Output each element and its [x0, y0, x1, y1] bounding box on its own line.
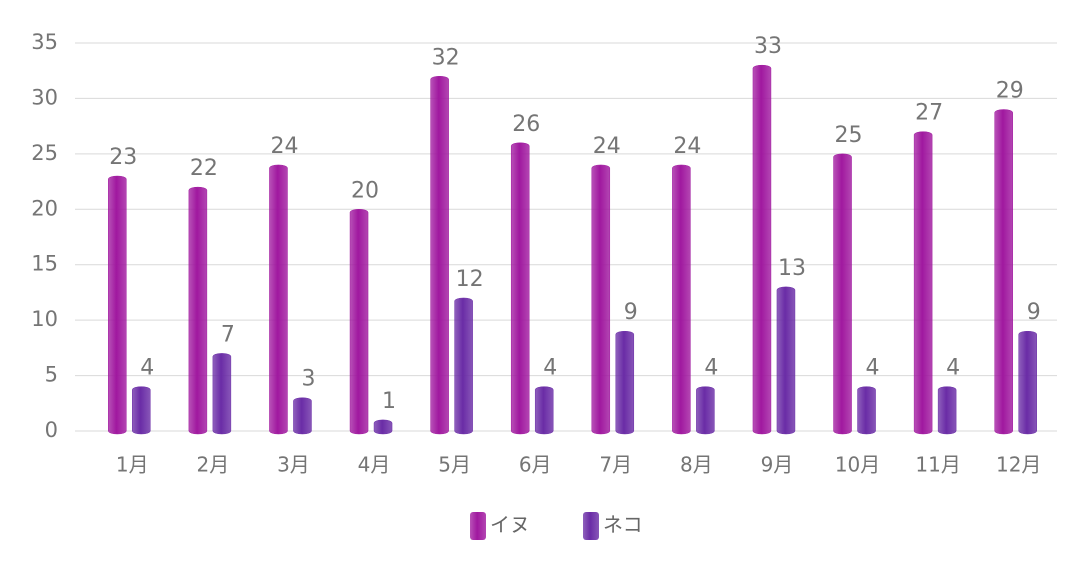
- bar: [132, 386, 151, 435]
- bar: [994, 109, 1013, 435]
- bar: [534, 386, 554, 435]
- x-tick-label: 1月: [116, 453, 149, 477]
- data-label: 24: [270, 134, 298, 159]
- y-tick-label: 25: [31, 141, 58, 165]
- y-tick-label: 0: [45, 418, 58, 442]
- data-label: 24: [593, 134, 621, 159]
- y-tick-label: 20: [31, 196, 58, 220]
- data-label: 24: [673, 134, 701, 159]
- data-label: 9: [1027, 300, 1041, 325]
- data-label: 3: [301, 367, 315, 392]
- bar: [430, 76, 449, 435]
- y-tick-label: 15: [31, 252, 58, 276]
- data-label: 32: [432, 45, 460, 70]
- y-tick-label: 35: [31, 30, 58, 54]
- x-tick-label: 2月: [197, 453, 230, 477]
- bar: [454, 297, 473, 435]
- bar: [269, 164, 288, 435]
- x-tick-label: 3月: [277, 453, 310, 477]
- bar: [349, 209, 369, 435]
- x-tick-label: 9月: [761, 453, 794, 477]
- bar: [752, 64, 772, 435]
- bar: [188, 186, 208, 435]
- x-tick-label: 12月: [996, 453, 1041, 477]
- data-label: 4: [140, 356, 154, 381]
- data-label: 23: [109, 145, 137, 170]
- bar: [108, 175, 127, 435]
- bar: [857, 386, 876, 435]
- data-label: 4: [543, 356, 557, 381]
- bar: [591, 164, 611, 435]
- bar: [1018, 330, 1037, 435]
- legend-swatch: [470, 512, 486, 540]
- data-label: 33: [754, 34, 782, 59]
- x-tick-label: 6月: [519, 453, 552, 477]
- x-tick-label: 5月: [438, 453, 471, 477]
- bar: [833, 153, 852, 435]
- x-tick-label: 8月: [680, 453, 713, 477]
- bar: [293, 397, 312, 435]
- y-tick-label: 30: [31, 85, 58, 109]
- data-label: 26: [512, 112, 540, 137]
- y-tick-label: 10: [31, 307, 58, 331]
- x-tick-label: 11月: [915, 453, 960, 477]
- data-label: 9: [624, 300, 638, 325]
- bar: [913, 131, 933, 435]
- data-label: 12: [456, 267, 484, 292]
- bar: [696, 386, 715, 435]
- data-label: 7: [221, 322, 235, 347]
- bar: [776, 286, 796, 435]
- bar: [510, 142, 530, 435]
- x-tick-label: 7月: [599, 453, 632, 477]
- legend-swatch: [583, 512, 599, 540]
- bar: [212, 353, 232, 435]
- data-label: 27: [915, 101, 943, 126]
- data-label: 20: [351, 178, 379, 203]
- bar: [672, 164, 691, 435]
- x-tick-label: 10月: [835, 453, 880, 477]
- data-label: 4: [946, 356, 960, 381]
- data-label: 1: [382, 389, 396, 414]
- x-tick-label: 4月: [358, 453, 391, 477]
- bar: [937, 386, 957, 435]
- data-label: 13: [778, 256, 806, 281]
- bar: [373, 419, 393, 435]
- data-label: 22: [190, 156, 218, 181]
- bar: [615, 330, 635, 435]
- data-label: 4: [704, 356, 718, 381]
- data-label: 29: [996, 79, 1024, 104]
- data-label: 4: [866, 356, 880, 381]
- legend-label: イヌ: [490, 513, 530, 537]
- y-tick-label: 5: [45, 363, 58, 387]
- data-label: 25: [835, 123, 863, 148]
- legend-label: ネコ: [603, 513, 643, 537]
